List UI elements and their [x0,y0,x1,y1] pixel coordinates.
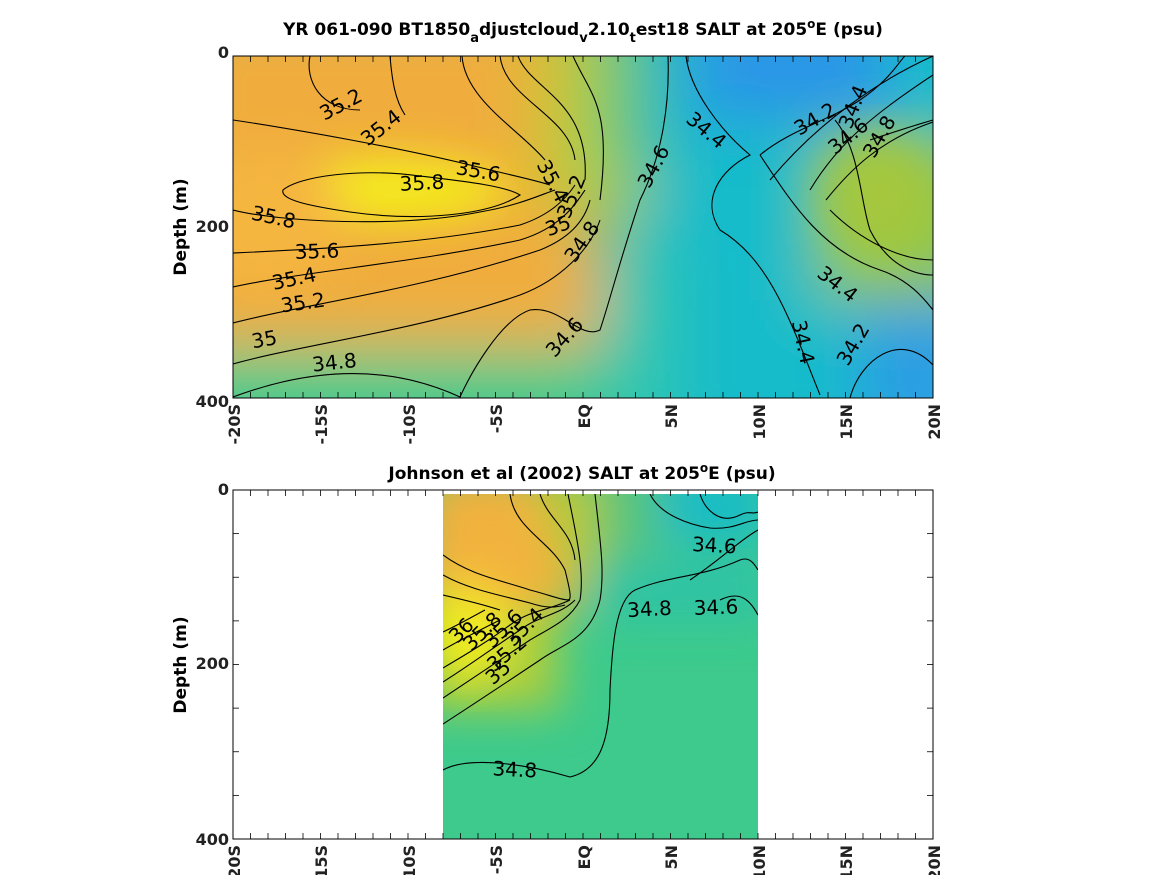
contour-label: 35 [250,325,279,353]
top-y-axis-label: Depth (m) [171,178,191,275]
bottom-x-tick-15n: 15N [837,845,856,875]
top-x-tick-10n: 10N [750,404,769,440]
top-x-tick-15n: 15N [837,404,856,440]
bottom-y-axis-label: Depth (m) [171,616,191,713]
bottom-x-tick-eq: EQ [575,845,594,870]
contour-label: 34.6 [691,532,737,558]
bottom-x-tick-5n: 5N [662,845,681,870]
top-x-tick-eq: EQ [575,404,594,429]
contour-label: 34.8 [627,596,673,622]
contour-label: 34.8 [311,348,358,377]
bottom-x-tick-10s: -10S [400,845,419,875]
top-y-tick-labels: 0 200 400 [196,43,229,411]
bottom-salinity-field [443,494,758,839]
bottom-chart-title: Johnson et al (2002) SALT at 205oE (psu) [387,461,775,484]
top-x-tick-5s: -5S [487,404,506,433]
top-chart-title: YR 061-090 BT1850adjustcloudv2.10test18 … [282,17,883,46]
bottom-x-tick-labels: -20S -15S -10S -5S EQ 5N 10N 15N 20N [225,845,944,875]
contour-label: 34.6 [693,594,738,620]
top-y-tick-400: 400 [196,392,229,411]
top-x-tick-10s: -10S [400,404,419,444]
top-x-minor-ticks [232,56,934,398]
contour-label: 35.8 [399,170,445,196]
bottom-chart: Johnson et al (2002) SALT at 205oE (psu) [171,461,944,875]
bottom-y-tick-400: 400 [196,830,229,849]
top-x-tick-labels: -20S -15S -10S -5S EQ 5N 10N 15N 20N [225,404,944,444]
bottom-y-tick-labels: 0 200 400 [196,480,229,849]
top-contour-lines [233,56,933,398]
top-y-tick-200: 200 [196,217,229,236]
top-x-tick-20n: 20N [925,404,944,440]
top-x-tick-15s: -15S [312,404,331,444]
top-x-tick-5n: 5N [662,404,681,429]
top-x-tick-20s: -20S [225,404,244,444]
bottom-x-tick-20n: 20N [925,845,944,875]
bottom-x-tick-15s: -15S [312,845,331,875]
contour-label: 35.6 [294,238,339,264]
bottom-contour-lines [443,494,758,778]
bottom-x-tick-5s: -5S [487,845,506,874]
bottom-y-tick-0: 0 [218,480,229,499]
contour-label: 34.8 [492,756,538,782]
bottom-y-tick-200: 200 [196,654,229,673]
top-y-tick-0: 0 [218,43,229,62]
bottom-axis-ticks [232,489,934,840]
bottom-x-tick-10n: 10N [750,845,769,875]
bottom-x-tick-20s: -20S [225,845,244,875]
top-chart: YR 061-090 BT1850adjustcloudv2.10test18 … [171,17,944,444]
